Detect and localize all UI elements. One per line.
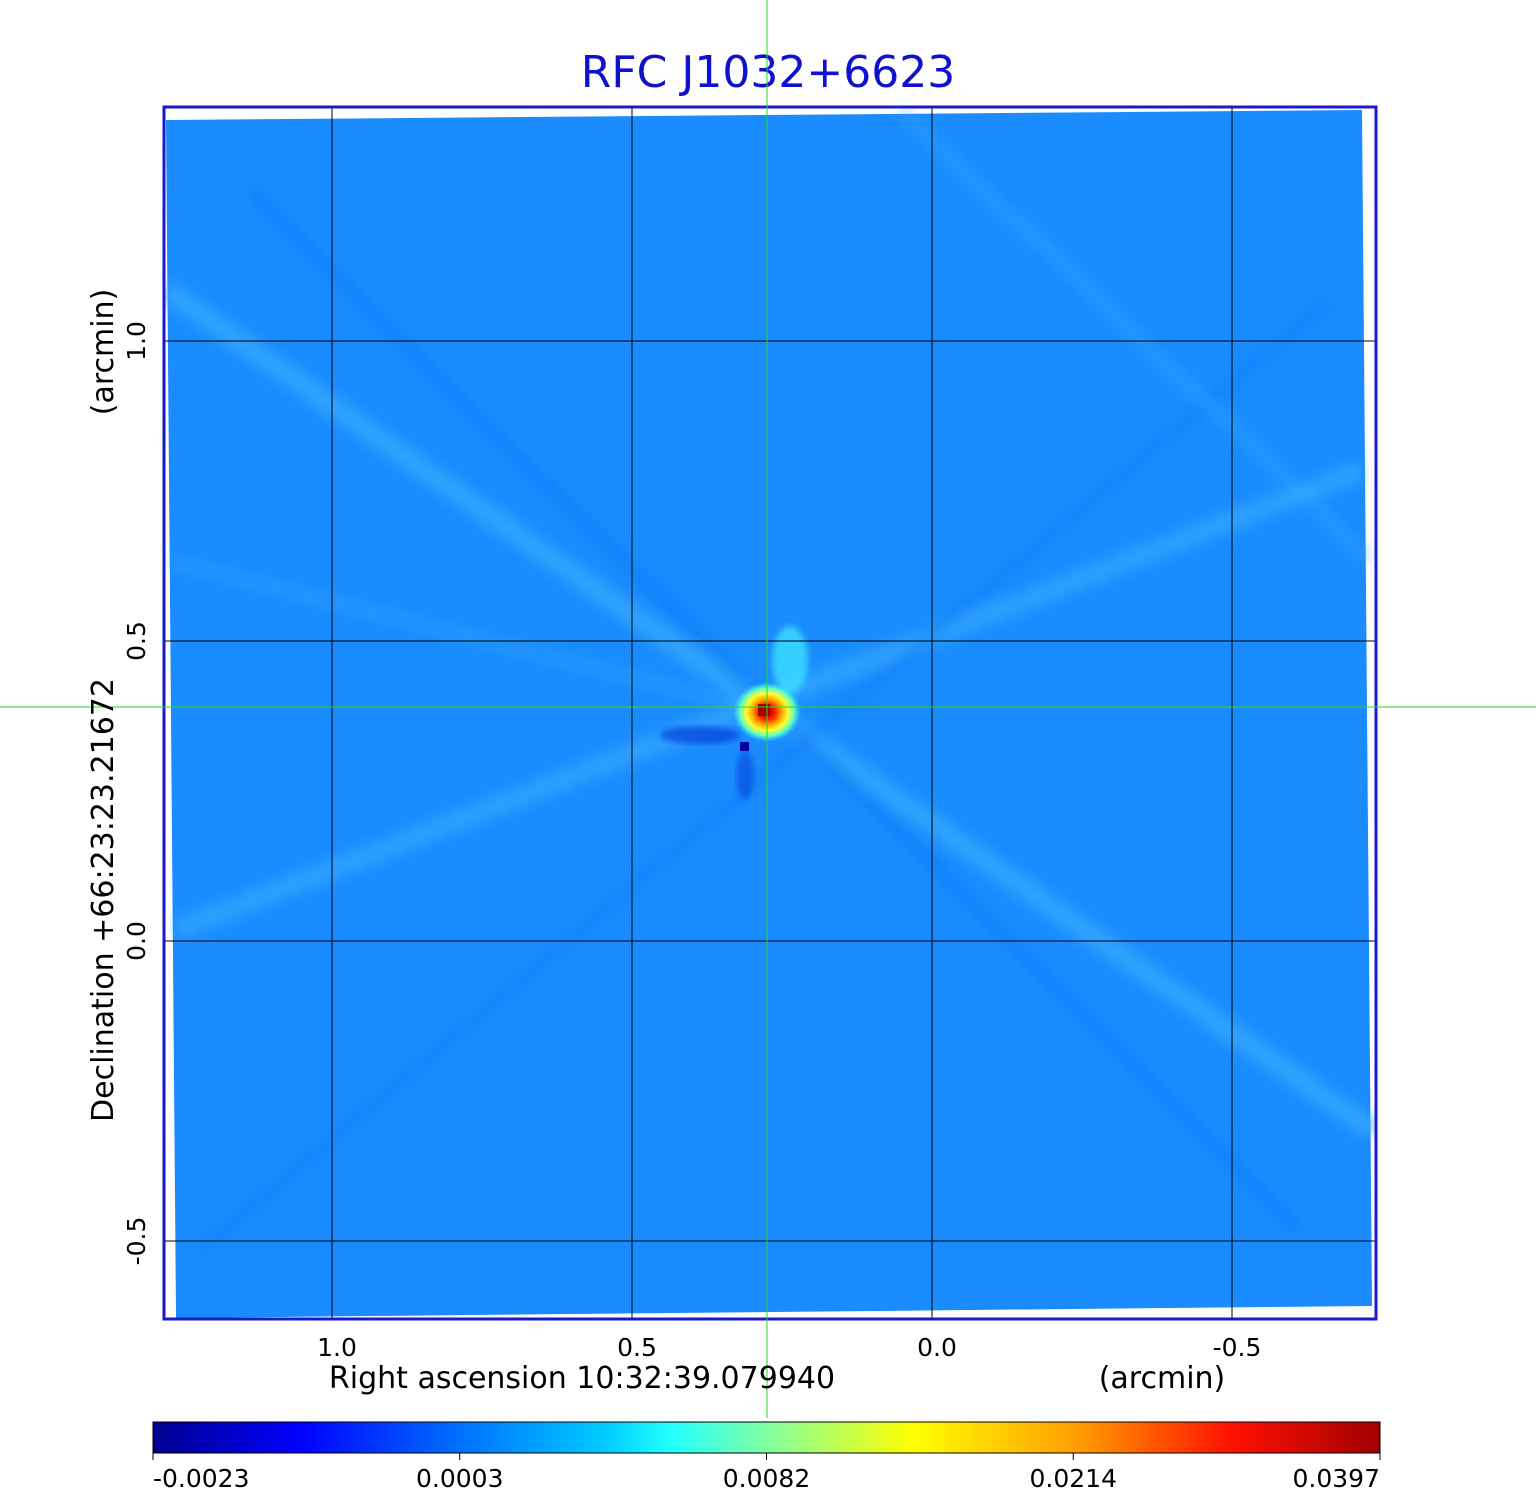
y-tick-labels: 1.0 0.5 0.0 -0.5 [122,321,151,1265]
x-axis-unit: (arcmin) [1099,1361,1226,1396]
y-axis-label: Declination +66:23:23.21672 [86,678,121,1122]
colorbar-tick-label: 0.0082 [723,1464,810,1493]
plot-frame [162,105,1378,1321]
x-axis-label: Right ascension 10:32:39.079940 [329,1361,835,1396]
chart-title: RFC J1032+6623 [581,47,955,98]
x-tick-label: -0.5 [1213,1333,1262,1362]
x-tick-label: 0.5 [617,1333,657,1362]
x-tick-label: 0.0 [917,1333,957,1362]
y-tick-label: 0.0 [122,921,151,961]
colorbar [152,1421,1381,1454]
y-axis-unit: (arcmin) [86,289,121,416]
y-tick-label: 0.5 [122,621,151,661]
y-tick-label: 1.0 [122,321,151,361]
colorbar-tick-label: 0.0214 [1030,1464,1117,1493]
y-tick-label: -0.5 [122,1217,151,1266]
grid-lines [164,107,1376,1319]
colorbar-tick-label: 0.0003 [416,1464,503,1493]
colorbar-tick-label: 0.0397 [1293,1464,1380,1493]
x-tick-labels: 1.0 0.5 0.0 -0.5 [317,1333,1261,1362]
crosshair [0,0,1536,1418]
colorbar-ticks: -0.0023 0.0003 0.0082 0.0214 0.0397 [152,1453,1381,1493]
x-tick-label: 1.0 [317,1333,357,1362]
colorbar-tick-label: -0.0023 [153,1464,250,1493]
